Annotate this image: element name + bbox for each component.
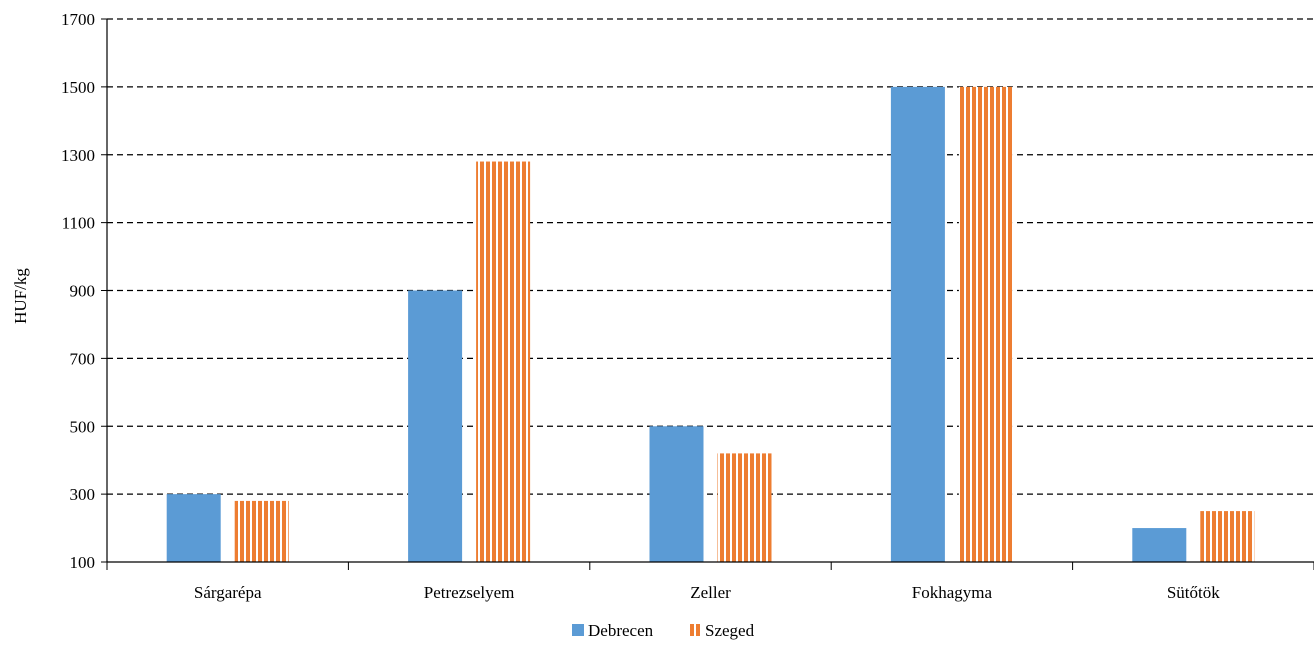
x-category-labels: Sárgarépa Petrezselyem Zeller Fokhagyma Sütő… <box>194 583 1220 602</box>
y-tick-labels: 100 300 500 700 900 1100 1300 1500 1700 <box>61 10 95 572</box>
legend-label-szeged: Szeged <box>705 621 755 640</box>
legend: Debrecen Szeged <box>572 621 755 640</box>
y-tick-label: 1100 <box>62 214 95 233</box>
bar-szeged-3 <box>717 453 772 562</box>
bar-szeged-4 <box>958 86 1013 562</box>
bar-debrecen-1 <box>166 494 221 562</box>
bar-szeged-1 <box>234 500 289 562</box>
bar-debrecen-5 <box>1132 528 1187 562</box>
bar-szeged-2 <box>476 161 531 562</box>
y-tick-label: 1500 <box>61 78 95 97</box>
x-category-label: Sütőtök <box>1167 583 1220 602</box>
y-tick-label: 1700 <box>61 10 95 29</box>
axes <box>101 18 1314 570</box>
y-tick-label: 500 <box>70 417 96 436</box>
y-tick-label: 300 <box>70 485 96 504</box>
bar-debrecen-2 <box>408 290 463 562</box>
y-tick-label: 700 <box>70 349 96 368</box>
bar-debrecen-4 <box>890 86 945 562</box>
y-tick-label: 100 <box>70 553 96 572</box>
legend-label-debrecen: Debrecen <box>588 621 654 640</box>
y-tick-label: 900 <box>70 282 96 301</box>
x-category-label: Zeller <box>690 583 731 602</box>
y-axis-title: HUF/kg <box>11 268 30 324</box>
x-category-label: Petrezselyem <box>424 583 515 602</box>
bars-group <box>166 86 1255 562</box>
bar-debrecen-3 <box>649 426 704 562</box>
bar-szeged-5 <box>1200 511 1255 562</box>
x-category-label: Fokhagyma <box>912 583 993 602</box>
x-category-label: Sárgarépa <box>194 583 262 602</box>
y-tick-label: 1300 <box>61 146 95 165</box>
legend-swatch-szeged <box>689 624 701 636</box>
legend-swatch-debrecen <box>572 624 584 636</box>
gridlines <box>107 18 1314 495</box>
